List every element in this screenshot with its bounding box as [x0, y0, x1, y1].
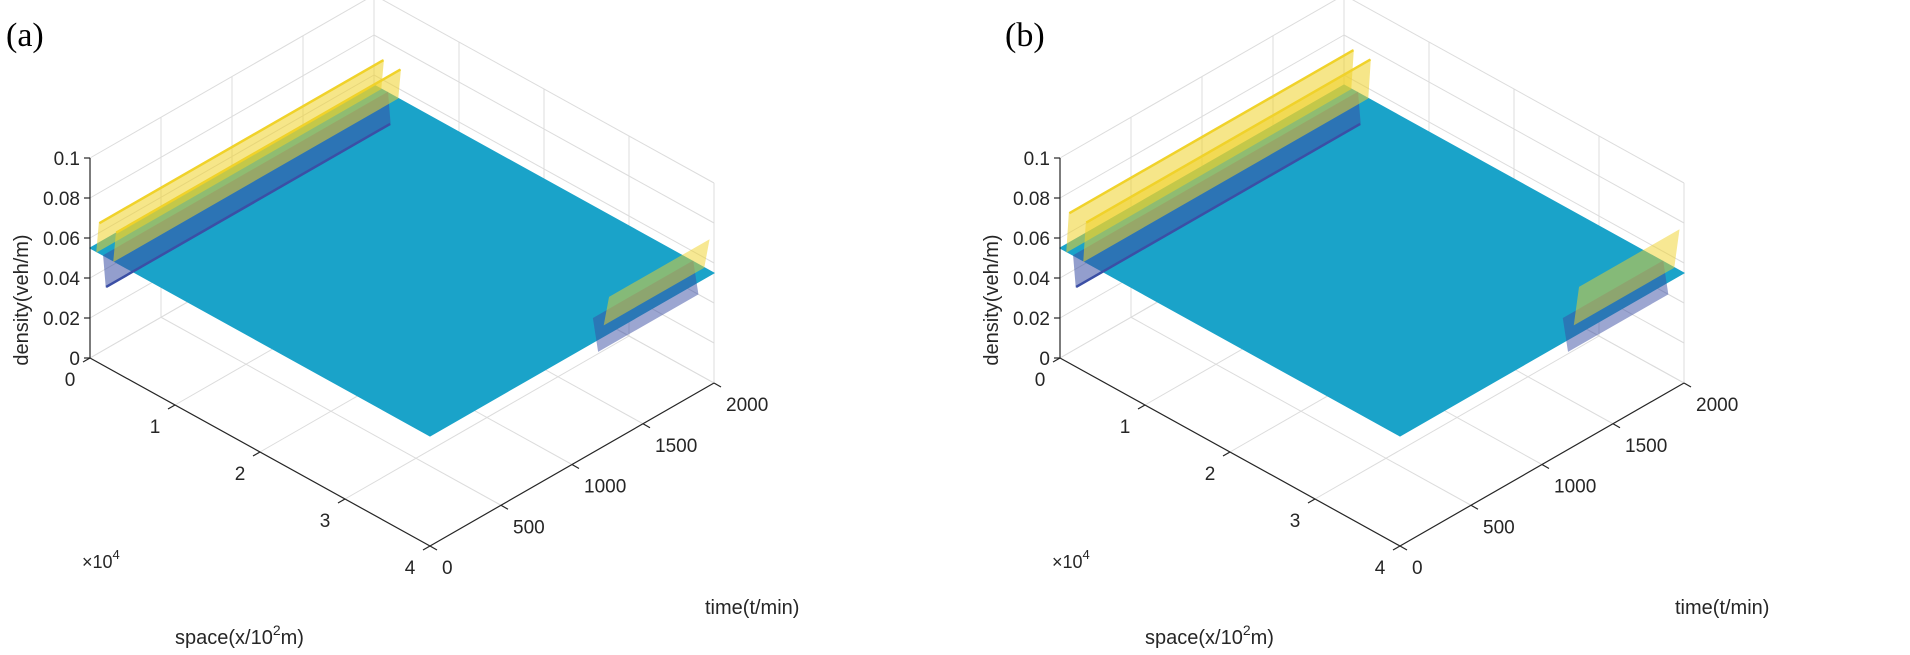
z-tick-labels: 0 0.02 0.04 0.06 0.08 0.1: [1013, 149, 1060, 370]
x-tick-label: 2: [1205, 464, 1216, 485]
y-tick-label: 2000: [1696, 395, 1738, 416]
x-tick-label: 4: [405, 558, 416, 579]
x-tick: [337, 498, 346, 504]
x-tick-label: 0: [65, 370, 76, 391]
density-surface: [88, 84, 716, 437]
z-tick-label: 0.08: [43, 189, 80, 210]
y-tick: [571, 463, 580, 470]
density-surface: [1058, 84, 1686, 437]
y-tick-label: 2000: [726, 395, 768, 416]
x-tick-label: 3: [1290, 511, 1301, 532]
z-axis-label: density(veh/m): [11, 234, 33, 365]
y-tick: [642, 423, 651, 429]
y-tick-label: 1000: [584, 477, 626, 498]
y-axis-label: time(t/min): [1675, 597, 1769, 619]
x-tick: [1052, 357, 1061, 363]
z-tick-label: 0.04: [1013, 269, 1050, 290]
x-tick-label: 2: [235, 464, 246, 485]
y-tick-label: 500: [1483, 517, 1515, 538]
wave-crest: [105, 122, 391, 289]
y-tick-label: 1000: [1554, 477, 1596, 498]
z-tick-label: 0.02: [43, 309, 80, 330]
y-tick-label: 1500: [1625, 436, 1667, 457]
x-axis-label: space(x/102m): [175, 622, 304, 649]
z-tick-label: 0.04: [43, 269, 80, 290]
y-tick: [500, 504, 509, 510]
x-tick-label: 0: [1035, 370, 1046, 391]
x-tick-label: 1: [1120, 417, 1131, 438]
y-axis-label: time(t/min): [705, 597, 799, 619]
x-tick: [422, 545, 431, 551]
x-tick: [1222, 451, 1231, 457]
wave-ridge: [603, 239, 710, 326]
z-tick-label: 0.02: [1013, 309, 1050, 330]
wave-crest: [1085, 58, 1371, 224]
x-tick: [1137, 404, 1146, 410]
surface-layer: [88, 59, 716, 437]
z-tick-label: 0.1: [54, 149, 80, 170]
z-tick-label: 0.06: [43, 229, 80, 250]
grid-line: [1130, 316, 1472, 506]
y-tick: [1612, 423, 1621, 429]
y-tick-label: 500: [513, 517, 545, 538]
y-tick: [429, 545, 438, 551]
z-tick-label: 0: [1039, 349, 1050, 370]
wave-crest: [1068, 49, 1354, 215]
wave-crest: [1075, 122, 1361, 289]
y-tick: [1541, 463, 1550, 470]
x-tick: [167, 404, 176, 410]
y-tick-label: 1500: [655, 436, 697, 457]
z-axis-label: density(veh/m): [981, 234, 1003, 365]
wave-ridge: [113, 68, 401, 263]
x-tick: [82, 357, 91, 363]
y-tick-labels: 0 500 1000 1500 2000: [429, 382, 768, 579]
z-tick-label: 0: [69, 349, 80, 370]
grid-line: [160, 316, 502, 506]
x-multiplier: ×104: [1052, 547, 1090, 572]
wave-crest: [98, 59, 384, 225]
x-tick-label: 1: [150, 417, 161, 438]
y-tick-labels: 0 500 1000 1500 2000: [1399, 382, 1738, 579]
x-tick: [1307, 498, 1316, 504]
x-tick-labels: 0 1 2 3 4: [1035, 357, 1401, 579]
x-tick-labels: 0 1 2 3 4: [65, 357, 431, 579]
y-tick: [1399, 545, 1408, 551]
x-tick-label: 4: [1375, 558, 1386, 579]
y-tick: [713, 382, 722, 388]
y-tick: [1470, 504, 1479, 510]
wave-crest: [115, 68, 401, 234]
surface-layer: [1058, 49, 1686, 437]
z-tick-label: 0.1: [1024, 149, 1050, 170]
y-tick: [1683, 382, 1692, 388]
x-tick: [1392, 545, 1401, 551]
x-tick: [252, 451, 261, 457]
panel-label: (b): [1005, 17, 1045, 54]
y-tick-label: 0: [442, 558, 453, 579]
y-tick-label: 0: [1412, 558, 1423, 579]
x-axis-label: space(x/102m): [1145, 622, 1274, 649]
panel-a: (a) 0 1 2 3 4 0 500 1000 1500 2000 0 0.02 0.04 0.06…: [6, 0, 799, 649]
z-tick-label: 0.06: [1013, 229, 1050, 250]
wave-ridge: [1573, 229, 1680, 326]
x-multiplier: ×104: [82, 547, 120, 572]
z-tick-label: 0.08: [1013, 189, 1050, 210]
panel-label: (a): [6, 17, 44, 54]
panel-b: (b) 0 1 2 3 4 0 500 1000 1500 2000 0 0.02 0.04 0.06…: [981, 0, 1769, 649]
z-tick-labels: 0 0.02 0.04 0.06 0.08 0.1: [43, 149, 90, 370]
x-tick-label: 3: [320, 511, 331, 532]
